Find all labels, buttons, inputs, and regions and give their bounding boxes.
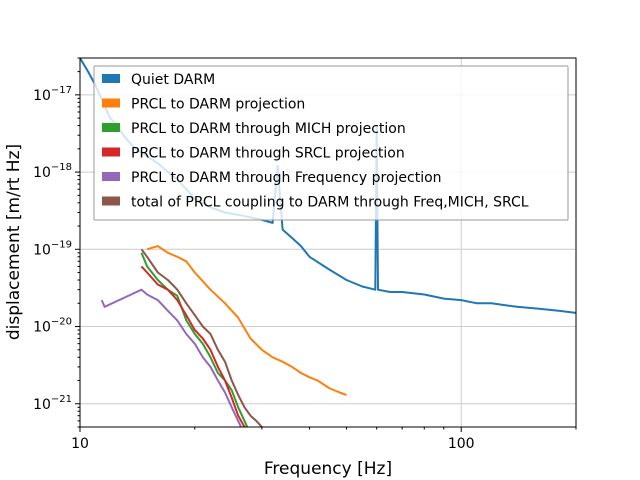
series-line-2	[146, 245, 347, 396]
y-tick-label: 10−20	[33, 317, 72, 336]
series-line-6	[140, 248, 263, 427]
series-line-4	[140, 265, 246, 427]
plot-frame	[79, 57, 577, 428]
x-tick-label: 100	[448, 436, 475, 452]
legend-label-2: PRCL to DARM projection	[131, 97, 305, 113]
y-axis-label: displacement [m/rt Hz]	[4, 144, 24, 340]
x-axis-label: Frequency [Hz]	[264, 459, 392, 479]
legend-swatch-3	[102, 123, 120, 132]
y-tick-label: 10−19	[33, 239, 72, 258]
ticks: 10 100 10−21 10−20 10−19 10−18 10−17	[33, 57, 577, 452]
legend-swatch-5	[102, 172, 120, 181]
y-tick-label: 10−21	[33, 394, 72, 413]
x-tick-label: 10	[71, 436, 89, 452]
y-tick-label: 10−17	[33, 85, 72, 104]
y-tick-label: 10−18	[33, 162, 72, 181]
legend-label-4: PRCL to DARM through SRCL projection	[131, 146, 405, 162]
legend: Quiet DARM PRCL to DARM projection PRCL to…	[93, 65, 569, 221]
legend-label-6: total of PRCL coupling to DARM through F…	[131, 195, 529, 211]
legend-box	[93, 65, 569, 221]
series-line-3	[140, 252, 249, 427]
legend-swatch-6	[102, 196, 120, 206]
legend-swatch-2	[102, 98, 120, 108]
legend-swatch-1	[102, 74, 120, 83]
legend-label-1: Quiet DARM	[131, 72, 215, 88]
series-line-5	[100, 288, 243, 427]
legend-label-5: PRCL to DARM through Frequency projectio…	[131, 170, 442, 186]
legend-swatch-4	[102, 147, 120, 157]
legend-label-3: PRCL to DARM through MICH projection	[131, 121, 406, 137]
